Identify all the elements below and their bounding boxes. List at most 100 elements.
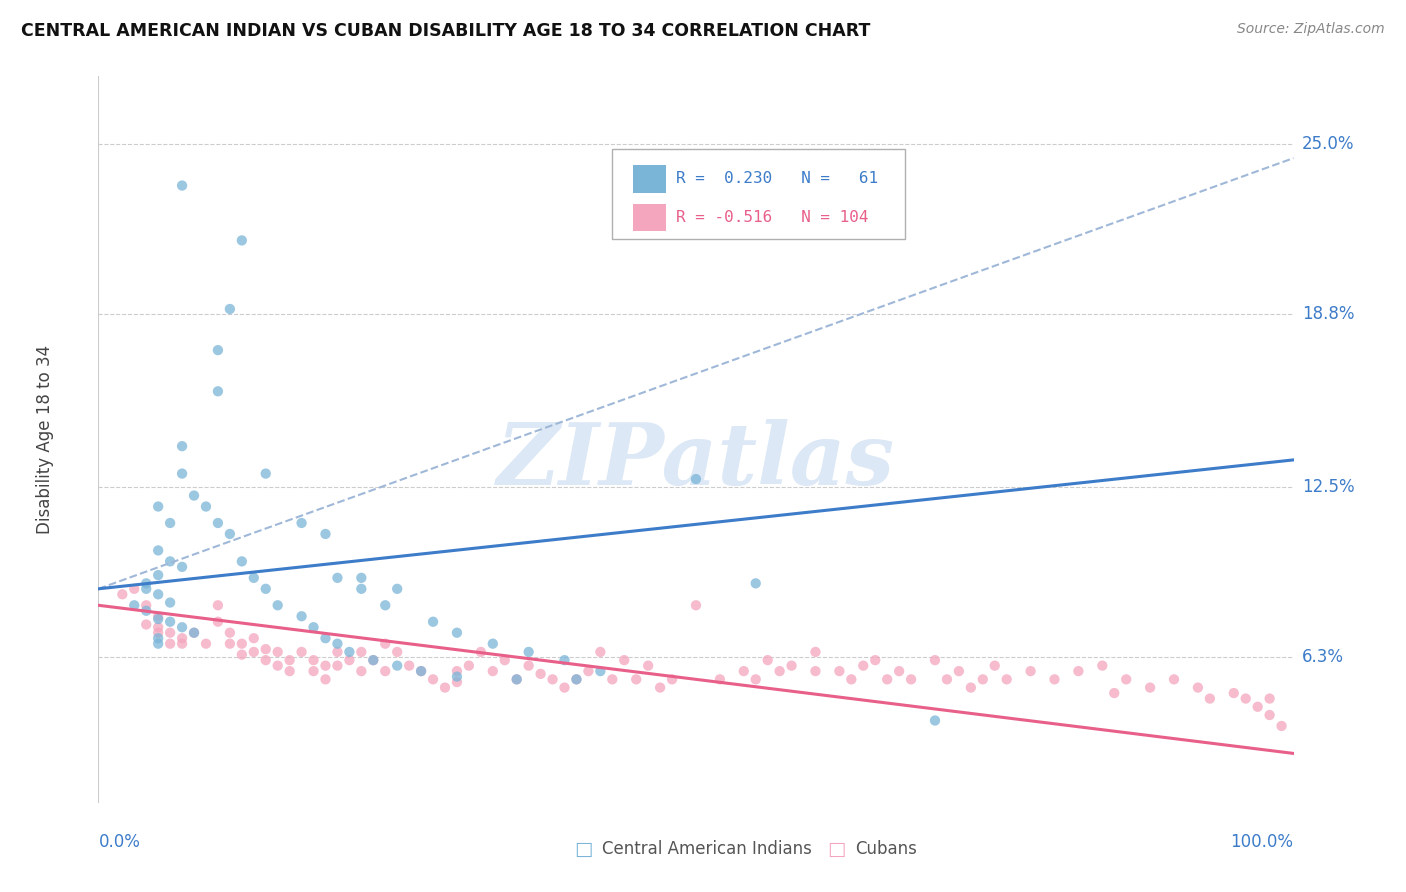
Point [554,653,576,667]
Point [172,620,194,634]
Point [1187,681,1209,695]
Point [159,637,181,651]
Point [554,681,576,695]
Point [936,673,959,687]
Point [530,666,553,681]
Point [243,571,266,585]
Text: Central American Indians: Central American Indians [602,840,811,858]
Point [172,631,194,645]
Point [135,582,157,596]
Point [745,673,768,687]
Point [1019,664,1042,678]
Point [1271,719,1294,733]
Point [326,637,349,651]
Point [172,439,194,453]
Point [506,673,529,687]
Point [315,658,337,673]
Point [637,658,659,673]
Point [183,625,205,640]
Text: R =  0.230   N =   61: R = 0.230 N = 61 [676,171,877,186]
Point [374,599,396,613]
Point [709,673,731,687]
Point [315,631,337,645]
Point [159,595,181,609]
Point [685,472,707,486]
Point [385,658,409,673]
Text: □: □ [827,839,846,859]
Point [148,620,170,634]
Point [924,653,946,667]
Point [326,571,349,585]
Point [207,343,229,358]
Point [948,664,970,678]
Point [124,599,146,613]
Point [148,587,170,601]
Text: Cubans: Cubans [855,840,917,858]
Text: 6.3%: 6.3% [1302,648,1344,666]
Point [804,664,827,678]
FancyBboxPatch shape [633,165,666,193]
Text: ZIPatlas: ZIPatlas [496,419,896,503]
Point [254,582,277,596]
Point [243,645,266,659]
Point [148,612,170,626]
Point [135,576,157,591]
Point [411,664,433,678]
Point [326,658,349,673]
Point [363,653,385,667]
Point [565,673,588,687]
Point [278,664,301,678]
Point [434,681,457,695]
Point [768,664,790,678]
Point [446,670,468,684]
Point [231,554,253,568]
Point [172,560,194,574]
Point [841,673,863,687]
Point [446,675,468,690]
Point [756,653,779,667]
FancyBboxPatch shape [633,203,666,231]
Text: R = -0.516   N = 104: R = -0.516 N = 104 [676,210,868,225]
Point [350,571,373,585]
Point [207,384,229,399]
Point [1067,664,1090,678]
Text: 0.0%: 0.0% [98,833,141,851]
Point [148,543,170,558]
Point [517,645,540,659]
Point [458,658,481,673]
Point [148,568,170,582]
Point [172,637,194,651]
Point [315,527,337,541]
Point [302,653,325,667]
Point [148,625,170,640]
Point [1043,673,1066,687]
Text: Source: ZipAtlas.com: Source: ZipAtlas.com [1237,22,1385,37]
Point [254,467,277,481]
Point [124,582,146,596]
Point [339,653,361,667]
Point [1247,699,1270,714]
Point [613,653,636,667]
Point [219,301,242,316]
Point [135,617,157,632]
Point [626,673,648,687]
Point [159,554,181,568]
Point [135,599,157,613]
Point [254,653,277,667]
Text: CENTRAL AMERICAN INDIAN VS CUBAN DISABILITY AGE 18 TO 34 CORRELATION CHART: CENTRAL AMERICAN INDIAN VS CUBAN DISABIL… [21,22,870,40]
Point [207,615,229,629]
Point [183,625,205,640]
Point [1199,691,1222,706]
Point [159,625,181,640]
Point [517,658,540,673]
Point [481,637,505,651]
Point [148,609,170,624]
Point [541,673,564,687]
Point [267,645,290,659]
Point [1104,686,1126,700]
Point [733,664,755,678]
Point [889,664,911,678]
Point [267,599,290,613]
Point [254,642,277,657]
Point [159,615,181,629]
